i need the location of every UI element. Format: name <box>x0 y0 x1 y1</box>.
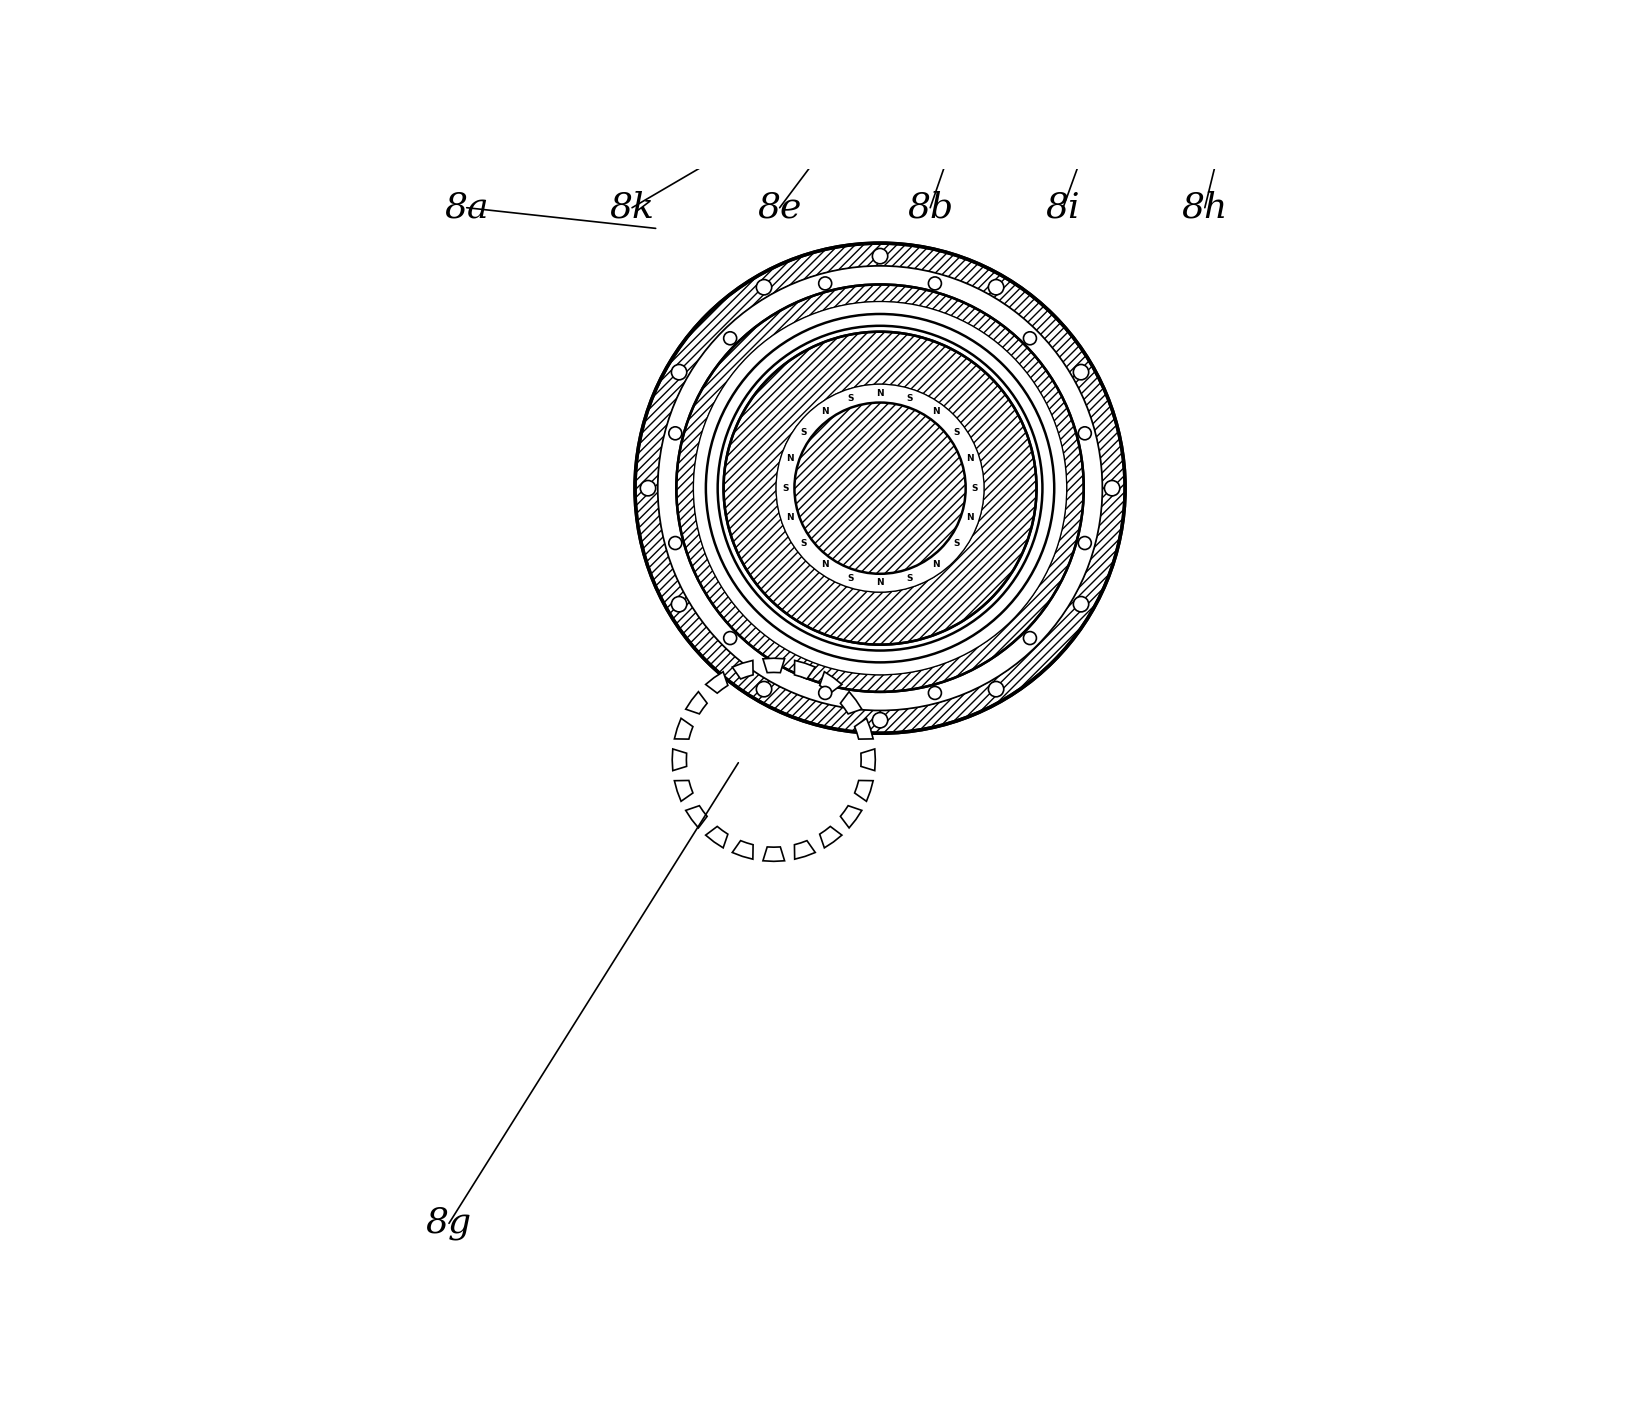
Polygon shape <box>819 827 842 848</box>
Circle shape <box>1105 481 1120 495</box>
Circle shape <box>658 267 1102 710</box>
Circle shape <box>640 481 655 495</box>
Circle shape <box>1079 536 1092 549</box>
Polygon shape <box>764 658 785 673</box>
Text: N: N <box>786 454 795 463</box>
Circle shape <box>928 277 941 289</box>
Circle shape <box>988 279 1004 295</box>
Circle shape <box>988 682 1004 697</box>
Circle shape <box>671 597 687 612</box>
Polygon shape <box>674 780 692 801</box>
Circle shape <box>670 536 682 549</box>
Text: S: S <box>907 394 913 402</box>
Polygon shape <box>673 749 687 770</box>
Text: 8b: 8b <box>907 190 954 224</box>
Polygon shape <box>795 660 816 679</box>
Polygon shape <box>819 672 842 693</box>
Text: S: S <box>848 573 855 583</box>
Polygon shape <box>840 806 861 828</box>
Text: S: S <box>801 539 808 549</box>
Polygon shape <box>840 691 861 714</box>
Polygon shape <box>764 847 785 861</box>
Circle shape <box>1024 632 1037 645</box>
Text: N: N <box>967 454 973 463</box>
Text: N: N <box>876 389 884 398</box>
Text: 8g: 8g <box>426 1206 473 1240</box>
Text: S: S <box>801 428 808 437</box>
Polygon shape <box>855 780 873 801</box>
Text: 8h: 8h <box>1181 190 1228 224</box>
Text: N: N <box>967 512 973 522</box>
Text: S: S <box>848 394 855 402</box>
Circle shape <box>671 364 687 380</box>
Polygon shape <box>674 718 692 739</box>
Circle shape <box>756 682 772 697</box>
Text: S: S <box>954 428 960 437</box>
Polygon shape <box>705 827 728 848</box>
Polygon shape <box>686 691 707 714</box>
Circle shape <box>777 385 983 591</box>
Circle shape <box>723 632 736 645</box>
Circle shape <box>819 277 832 289</box>
Circle shape <box>819 686 832 700</box>
Circle shape <box>795 402 965 574</box>
Polygon shape <box>686 806 707 828</box>
Polygon shape <box>705 672 728 693</box>
Circle shape <box>928 686 941 700</box>
Circle shape <box>694 302 1066 674</box>
Text: 8i: 8i <box>1046 190 1081 224</box>
Circle shape <box>670 426 682 440</box>
Polygon shape <box>795 841 816 859</box>
Circle shape <box>723 332 736 344</box>
Text: N: N <box>821 560 829 569</box>
Text: 8k: 8k <box>609 190 655 224</box>
Polygon shape <box>733 841 752 859</box>
Text: N: N <box>931 408 939 416</box>
Circle shape <box>873 248 887 264</box>
Text: S: S <box>954 539 960 549</box>
Text: 8e: 8e <box>757 190 801 224</box>
Circle shape <box>635 243 1124 734</box>
Circle shape <box>1074 597 1089 612</box>
Circle shape <box>1074 364 1089 380</box>
Text: N: N <box>821 408 829 416</box>
Polygon shape <box>855 718 873 739</box>
Polygon shape <box>861 749 876 770</box>
Polygon shape <box>733 660 752 679</box>
Text: N: N <box>876 579 884 587</box>
Text: S: S <box>907 573 913 583</box>
Circle shape <box>873 713 887 728</box>
Circle shape <box>1079 426 1092 440</box>
Circle shape <box>756 279 772 295</box>
Text: N: N <box>931 560 939 569</box>
Text: S: S <box>972 484 978 492</box>
Text: S: S <box>782 484 788 492</box>
Text: N: N <box>786 512 795 522</box>
Circle shape <box>1024 332 1037 344</box>
Text: 8a: 8a <box>445 190 489 224</box>
